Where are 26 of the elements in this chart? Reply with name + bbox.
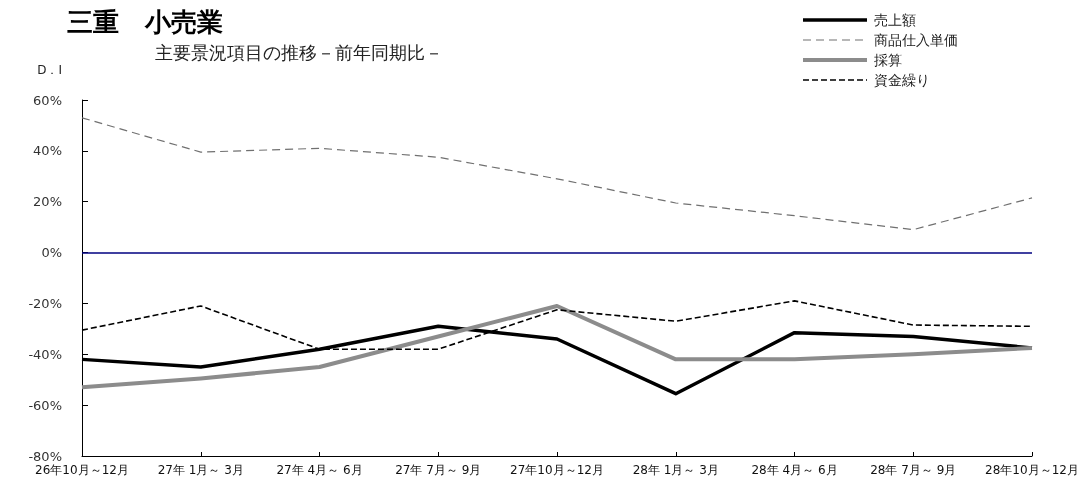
x-tick-label: 27年 7月～ 9月 (395, 463, 482, 477)
x-tick-label: 28年 7月～ 9月 (870, 463, 957, 477)
chart-subtitle: 主要景況項目の推移－前年同期比－ (155, 41, 443, 63)
line-series (81, 117, 1033, 231)
x-tick-label: 27年 1月～ 3月 (157, 463, 244, 477)
y-tick-label: 60% (33, 92, 62, 108)
legend-label: 商品仕入単価 (874, 32, 958, 48)
line-series (80, 303, 1034, 390)
legend-label: 売上額 (874, 12, 916, 28)
y-tick-label: 0% (41, 245, 62, 261)
legend-label: 資金繰り (874, 72, 930, 88)
y-tick-label: -60% (28, 397, 62, 413)
y-axis-title: D．I (37, 63, 62, 77)
x-tick-label: 28年 4月～ 6月 (751, 463, 838, 477)
x-tick-label: 28年 1月～ 3月 (632, 463, 719, 477)
chart-title: 三重 小売業 (67, 7, 223, 37)
y-tick-label: -80% (28, 448, 62, 464)
y-tick-label: 40% (33, 143, 62, 159)
x-tick-label: 27年10月～12月 (510, 463, 604, 477)
x-tick-label: 28年10月～12月 (985, 463, 1079, 477)
x-tick-label: 26年10月～12月 (35, 463, 129, 477)
y-tick-label: 20% (33, 194, 62, 210)
y-tick-label: -20% (28, 295, 62, 311)
legend-label: 採算 (874, 52, 902, 68)
y-tick-label: -40% (28, 346, 62, 362)
x-tick-label: 27年 4月～ 6月 (276, 463, 363, 477)
